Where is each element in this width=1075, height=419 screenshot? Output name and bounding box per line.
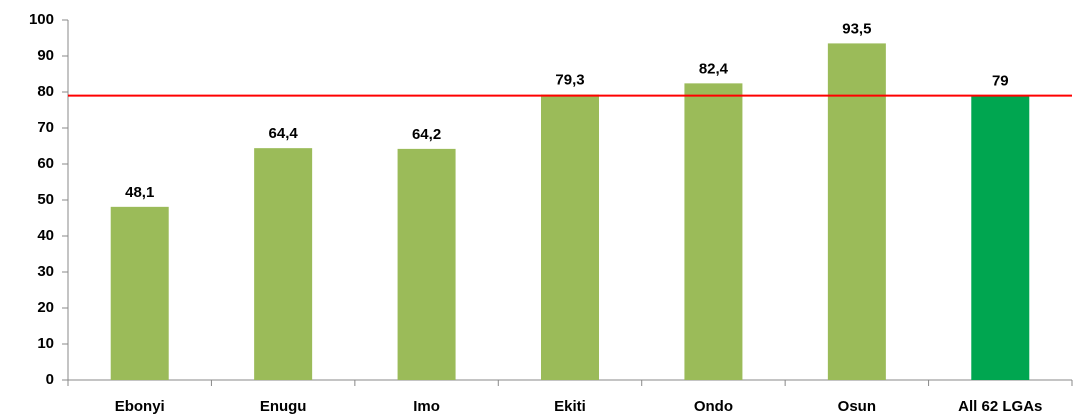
x-tick-label: Osun (838, 398, 876, 415)
x-tick-label: Ebonyi (115, 398, 165, 415)
bar (254, 148, 313, 380)
x-tick-label: Ondo (694, 398, 733, 415)
y-tick-label: 30 (37, 263, 54, 280)
x-tick-label: All 62 LGAs (958, 398, 1042, 415)
y-tick-label: 90 (37, 47, 54, 64)
y-tick-label: 50 (37, 191, 54, 208)
data-label: 64,2 (412, 126, 441, 143)
bar (397, 148, 456, 380)
y-tick-label: 0 (46, 371, 54, 388)
data-label: 48,1 (125, 184, 154, 201)
bar (110, 206, 169, 380)
y-tick-label: 10 (37, 335, 54, 352)
bar (827, 43, 886, 381)
data-label: 79,3 (555, 71, 584, 88)
x-tick-label: Imo (413, 398, 440, 415)
data-label: 82,4 (699, 60, 729, 77)
y-tick-label: 100 (29, 11, 54, 28)
y-tick-label: 40 (37, 227, 54, 244)
y-tick-label: 60 (37, 155, 54, 172)
data-label: 79 (992, 73, 1009, 90)
data-label: 64,4 (269, 125, 299, 142)
data-label: 93,5 (842, 20, 871, 37)
bar (541, 94, 599, 381)
y-tick-label: 70 (37, 119, 54, 136)
bar (684, 83, 743, 381)
y-tick-label: 80 (37, 83, 54, 100)
y-tick-label: 20 (37, 299, 54, 316)
x-tick-label: Enugu (260, 398, 307, 415)
x-tick-label: Ekiti (554, 398, 586, 415)
bar (971, 95, 1030, 380)
